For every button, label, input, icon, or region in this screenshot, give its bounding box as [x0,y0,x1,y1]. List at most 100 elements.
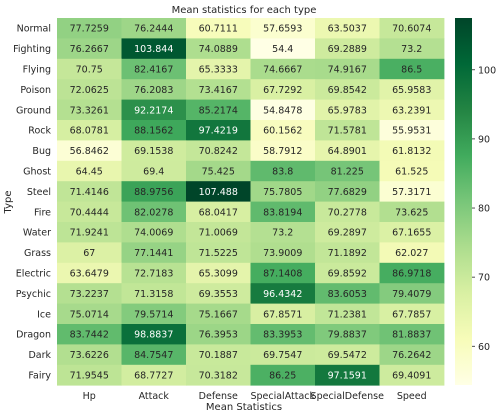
heatmap-cell [57,99,122,121]
cell-value-label: 70.2778 [328,207,367,218]
heatmap-cell [379,79,445,100]
heatmap-cell [250,242,316,264]
heatmap-cell [57,140,122,162]
cell-value-label: 69.2897 [328,228,367,239]
heatmap-cell [250,99,316,121]
cell-value-label: 69.2889 [328,44,367,55]
row-tick-label: Rock [28,126,51,137]
cell-value-label: 73.6226 [70,350,109,361]
cell-value-label: 65.3099 [199,269,238,280]
row-tick-label: Ice [37,309,51,320]
heatmap-cell [57,120,122,141]
heatmap-cell [121,160,187,182]
heatmap-cell [57,242,122,264]
heatmap-cell [315,181,380,202]
cell-value-label: 107.488 [199,187,238,198]
heatmap-cell [379,181,445,202]
heatmap-cell [57,181,122,202]
cell-value-label: 79.4079 [392,289,431,300]
heatmap-cell [57,58,122,80]
cell-value-label: 84.7547 [134,350,173,361]
cell-value-label: 67 [83,248,95,259]
heatmap-cell [121,324,187,345]
heatmap-cell [121,79,187,100]
heatmap-cell [250,283,316,304]
heatmap-cells [57,18,445,386]
heatmap-cell [250,79,316,100]
cell-value-label: 74.0889 [199,44,238,55]
cell-value-label: 96.4342 [263,289,302,300]
heatmap-cell [250,303,316,325]
cell-value-label: 83.8194 [263,207,302,218]
colorbar-tick-label: 90 [478,134,490,145]
heatmap-cell [250,222,316,243]
cell-value-label: 70.75 [76,65,103,76]
heatmap-cell [186,99,251,121]
cell-value-label: 63.5037 [328,24,367,35]
chart-title: Mean statistics for each type [172,5,317,16]
cell-value-label: 63.2391 [392,105,431,116]
cell-value-label: 83.8 [272,167,293,178]
heatmap-cell [57,18,122,39]
heatmap-cell [379,262,445,284]
x-axis-label: Mean Statistics [206,402,282,413]
cell-value-label: 73.9009 [263,248,302,259]
cell-value-label: 70.8242 [199,146,238,157]
cell-value-label: 76.2083 [134,85,173,96]
cell-value-label: 72.7183 [134,269,173,280]
colorbar [455,18,472,385]
heatmap-cell [250,120,316,141]
row-tick-label: Ground [16,105,51,116]
heatmap-cell [379,242,445,264]
cell-value-label: 75.0714 [70,309,109,320]
cell-value-label: 87.1408 [263,269,302,280]
cell-value-label: 71.4146 [70,187,109,198]
heatmap-cell [315,79,380,100]
column-tick-label: Hp [83,391,96,402]
heatmap-cell [250,201,316,223]
heatmap-cell [379,222,445,243]
cell-value-label: 60.1562 [263,126,302,137]
heatmap-cell [121,18,187,39]
cell-value-label: 79.5714 [134,309,173,320]
heatmap-cell [315,222,380,243]
cell-value-label: 76.2444 [134,24,173,35]
cell-value-label: 88.1562 [134,126,173,137]
cell-value-label: 61.8132 [392,146,431,157]
cell-value-label: 83.3953 [263,330,302,341]
column-tick-label: Defense [199,391,238,402]
cell-value-label: 65.9583 [392,85,431,96]
cell-value-label: 86.9718 [392,269,431,280]
heatmap-cell [315,242,380,264]
heatmap-cell [315,58,380,80]
cell-value-label: 74.6667 [263,65,302,76]
heatmap-cell [379,160,445,182]
column-tick-label: Speed [397,391,427,402]
cell-value-label: 69.7547 [263,350,302,361]
row-tick-label: Flying [23,65,51,76]
row-tick-label: Electric [16,269,51,280]
heatmap-cell [186,140,251,162]
heatmap-cell [315,140,380,162]
heatmap-cell [250,364,316,386]
heatmap-cell [57,201,122,223]
cell-value-label: 73.4167 [199,85,238,96]
cell-value-label: 75.425 [202,167,235,178]
heatmap-cell [379,324,445,345]
row-tick-label: Fighting [13,44,51,55]
column-tick-label: SpecialDefense [311,391,385,402]
cell-value-label: 56.8462 [70,146,109,157]
cell-value-label: 73.2 [272,228,293,239]
cell-value-label: 71.2381 [328,309,367,320]
cell-value-label: 98.8837 [134,330,173,341]
row-tick-label: Fairy [28,371,51,382]
colorbar-tick-label: 70 [478,273,490,284]
heatmap-cell [315,344,380,366]
cell-value-label: 70.6074 [392,24,431,35]
cell-value-label: 54.8478 [263,105,302,116]
cell-value-label: 81.8837 [392,330,431,341]
heatmap-cell [250,181,316,202]
cell-value-label: 72.0625 [70,85,109,96]
cell-value-label: 71.1892 [328,248,367,259]
cell-value-label: 68.0781 [70,126,109,137]
